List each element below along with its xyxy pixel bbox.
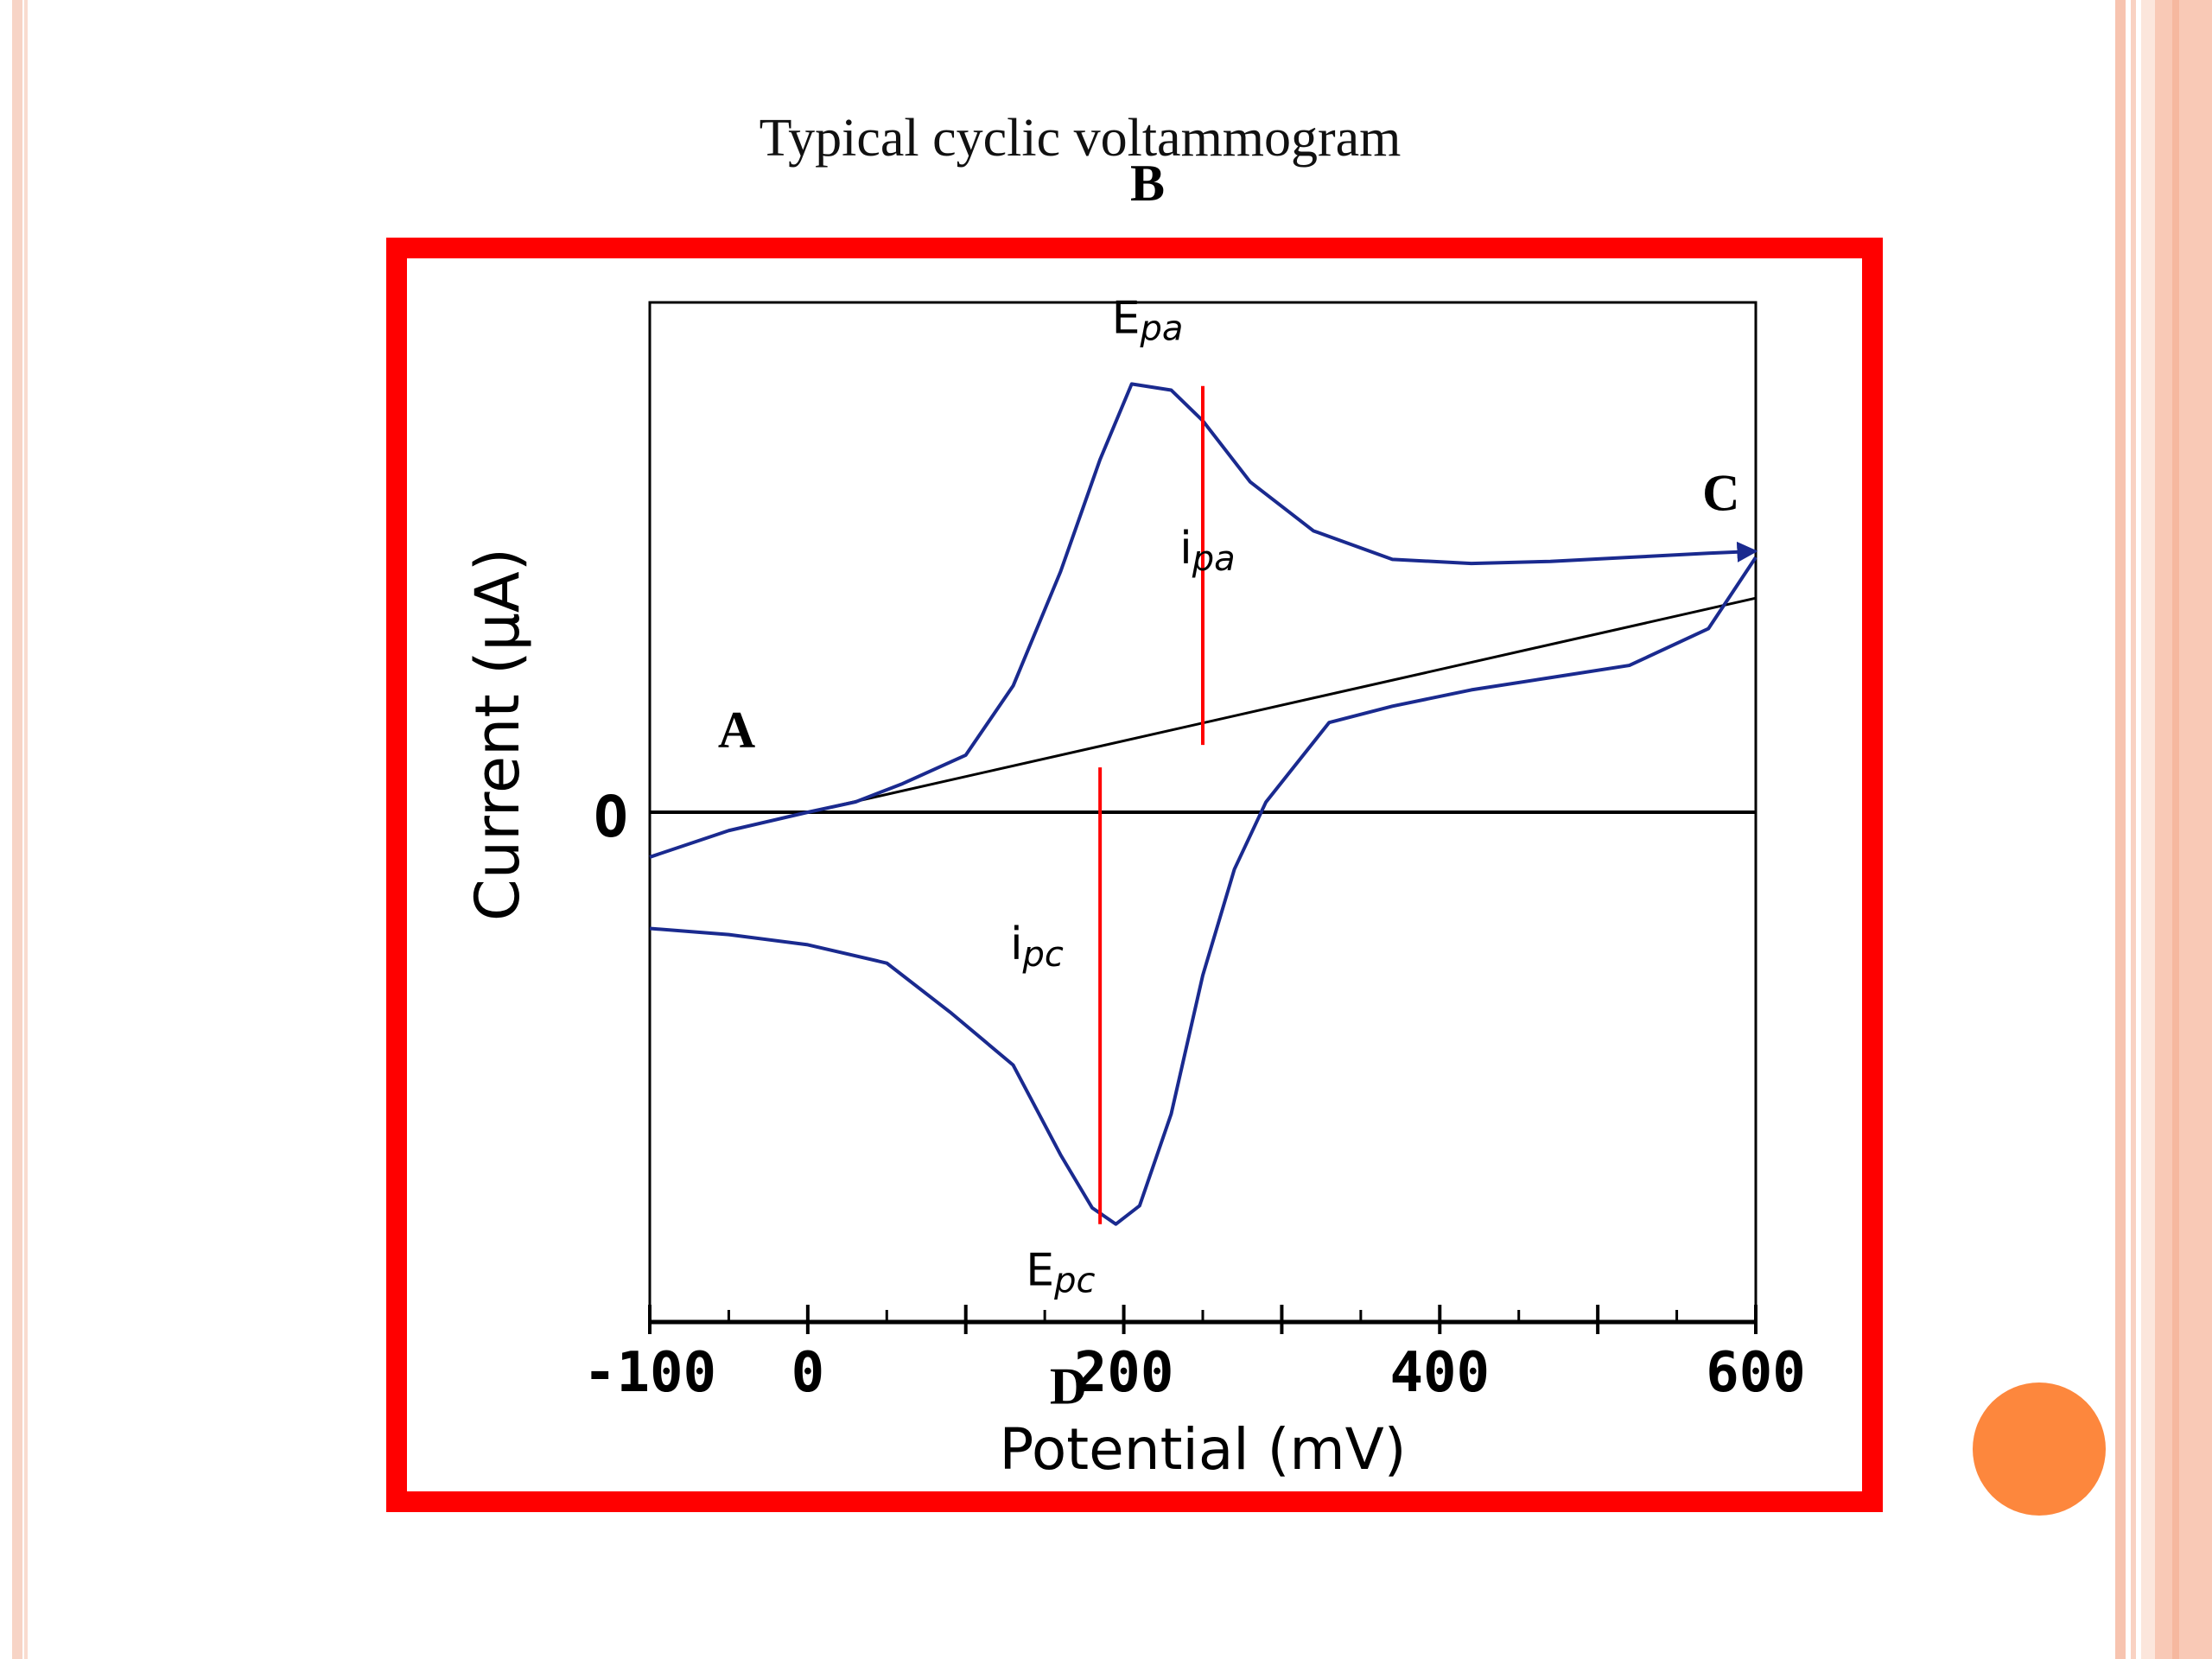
annotation-ipa: ipa xyxy=(1179,523,1235,579)
x-tick-label: 600 xyxy=(1706,1341,1806,1405)
x-tick-label: 200 xyxy=(1074,1341,1174,1405)
x-tick-label: -100 xyxy=(583,1341,716,1405)
annotation-ipc: ipc xyxy=(1010,918,1064,975)
slide-border-right-stripe-1 xyxy=(2115,0,2126,1659)
point-label-D: D xyxy=(1050,1357,1087,1414)
x-tick-label: 0 xyxy=(791,1341,825,1405)
y-zero-label: O xyxy=(594,784,628,850)
slide-border-right-stripe-2 xyxy=(2131,0,2136,1659)
slide-border-left-inner xyxy=(24,0,28,1659)
chart-frame xyxy=(386,238,1883,1512)
slide-border-right-line xyxy=(2172,0,2179,1659)
orange-circle-decoration xyxy=(1973,1382,2106,1516)
series-line-forward xyxy=(649,382,1758,859)
x-tick-label: 400 xyxy=(1389,1341,1490,1405)
series-line-reverse xyxy=(649,556,1758,1226)
slide-title: Typical cyclic voltammogram xyxy=(759,109,1402,168)
point-label-A: A xyxy=(718,701,755,758)
baseline xyxy=(807,596,1757,814)
point-label-B: B xyxy=(1130,155,1165,212)
annotation-Epa: Epa xyxy=(1112,292,1184,348)
slide-border-left xyxy=(12,0,22,1659)
slide-border-right-stripe-3 xyxy=(2141,0,2155,1659)
y-axis-label: Current (µA) xyxy=(462,548,533,921)
annotation-Epc: Epc xyxy=(1026,1245,1095,1301)
x-axis-label: Potential (mV) xyxy=(999,1416,1406,1483)
slide-border-right-band xyxy=(2155,0,2212,1659)
point-label-C: C xyxy=(1702,465,1739,522)
